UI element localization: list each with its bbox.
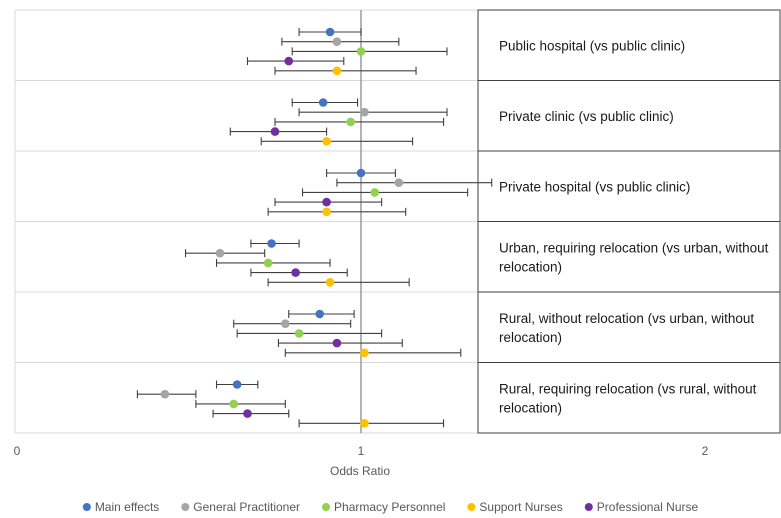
group-label: relocation) <box>499 400 562 415</box>
group-label: relocation) <box>499 330 562 345</box>
legend-marker <box>584 503 593 511</box>
odds-ratio-point <box>267 239 276 248</box>
legend-marker <box>322 503 331 511</box>
group-label: Private clinic (vs public clinic) <box>499 109 674 124</box>
odds-ratio-point <box>318 98 328 107</box>
group-label-box <box>477 150 781 222</box>
legend-label: Pharmacy Personnel <box>334 500 445 514</box>
legend-label: Support Nurses <box>479 500 562 514</box>
group-label-box <box>477 80 781 152</box>
group-label: Rural, requiring relocation (vs rural, w… <box>499 381 757 396</box>
group-label: Private hospital (vs public clinic) <box>499 179 690 194</box>
legend: Main effects General Practitioner Pharmacy… <box>82 500 699 514</box>
odds-ratio-point <box>294 329 304 338</box>
odds-ratio-point <box>356 168 366 178</box>
odds-ratio-point <box>229 399 239 409</box>
legend-label: General Practitioner <box>193 500 300 514</box>
odds-ratio-point <box>322 207 331 217</box>
odds-ratio-point <box>360 348 369 358</box>
legend-marker <box>82 503 91 511</box>
odds-ratio-point <box>370 188 380 197</box>
legend-label: Professional Nurse <box>597 500 699 514</box>
odds-ratio-point <box>284 56 294 66</box>
odds-ratio-point <box>394 178 404 187</box>
group-label-box <box>477 9 781 81</box>
odds-ratio-point <box>281 319 290 329</box>
group-label-box <box>477 221 781 293</box>
odds-ratio-point <box>360 107 369 117</box>
odds-ratio-point <box>332 37 342 46</box>
legend-label: Main effects <box>95 500 159 514</box>
odds-ratio-point <box>325 278 335 287</box>
odds-ratio-point <box>315 309 325 319</box>
group-label-column: Public hospital (vs public clinic) Privat… <box>477 9 781 434</box>
group-label-box <box>477 362 781 434</box>
odds-ratio-point <box>270 127 280 136</box>
x-tick-label: 0 <box>14 444 21 458</box>
odds-ratio-point <box>346 117 355 127</box>
group-label: Urban, requiring relocation (vs urban, w… <box>499 240 769 255</box>
group-label: relocation) <box>499 259 562 274</box>
group-label-box <box>477 291 781 363</box>
odds-ratio-point <box>332 66 342 76</box>
group-label: Public hospital (vs public clinic) <box>499 38 685 53</box>
odds-ratio-point <box>160 389 170 399</box>
legend-marker <box>467 503 476 511</box>
x-axis-title: Odds Ratio <box>330 464 390 478</box>
plot-marks <box>136 27 493 428</box>
odds-ratio-point <box>322 137 331 146</box>
x-tick-label: 1 <box>358 444 365 458</box>
odds-ratio-point <box>232 380 242 389</box>
odds-ratio-point <box>291 268 300 277</box>
legend-marker <box>181 503 190 511</box>
odds-ratio-point <box>356 47 366 56</box>
odds-ratio-point <box>215 248 225 258</box>
odds-ratio-point <box>263 258 273 268</box>
x-tick-label: 2 <box>702 444 709 458</box>
group-dividers <box>14 9 478 434</box>
odds-ratio-point <box>325 27 335 37</box>
odds-ratio-point <box>332 338 342 348</box>
x-axis: 0 1 2 <box>14 444 709 458</box>
odds-ratio-point <box>360 419 369 428</box>
odds-ratio-point <box>322 197 331 207</box>
group-label: Rural, without relocation (vs urban, wit… <box>499 311 754 326</box>
odds-ratio-point <box>243 409 252 418</box>
